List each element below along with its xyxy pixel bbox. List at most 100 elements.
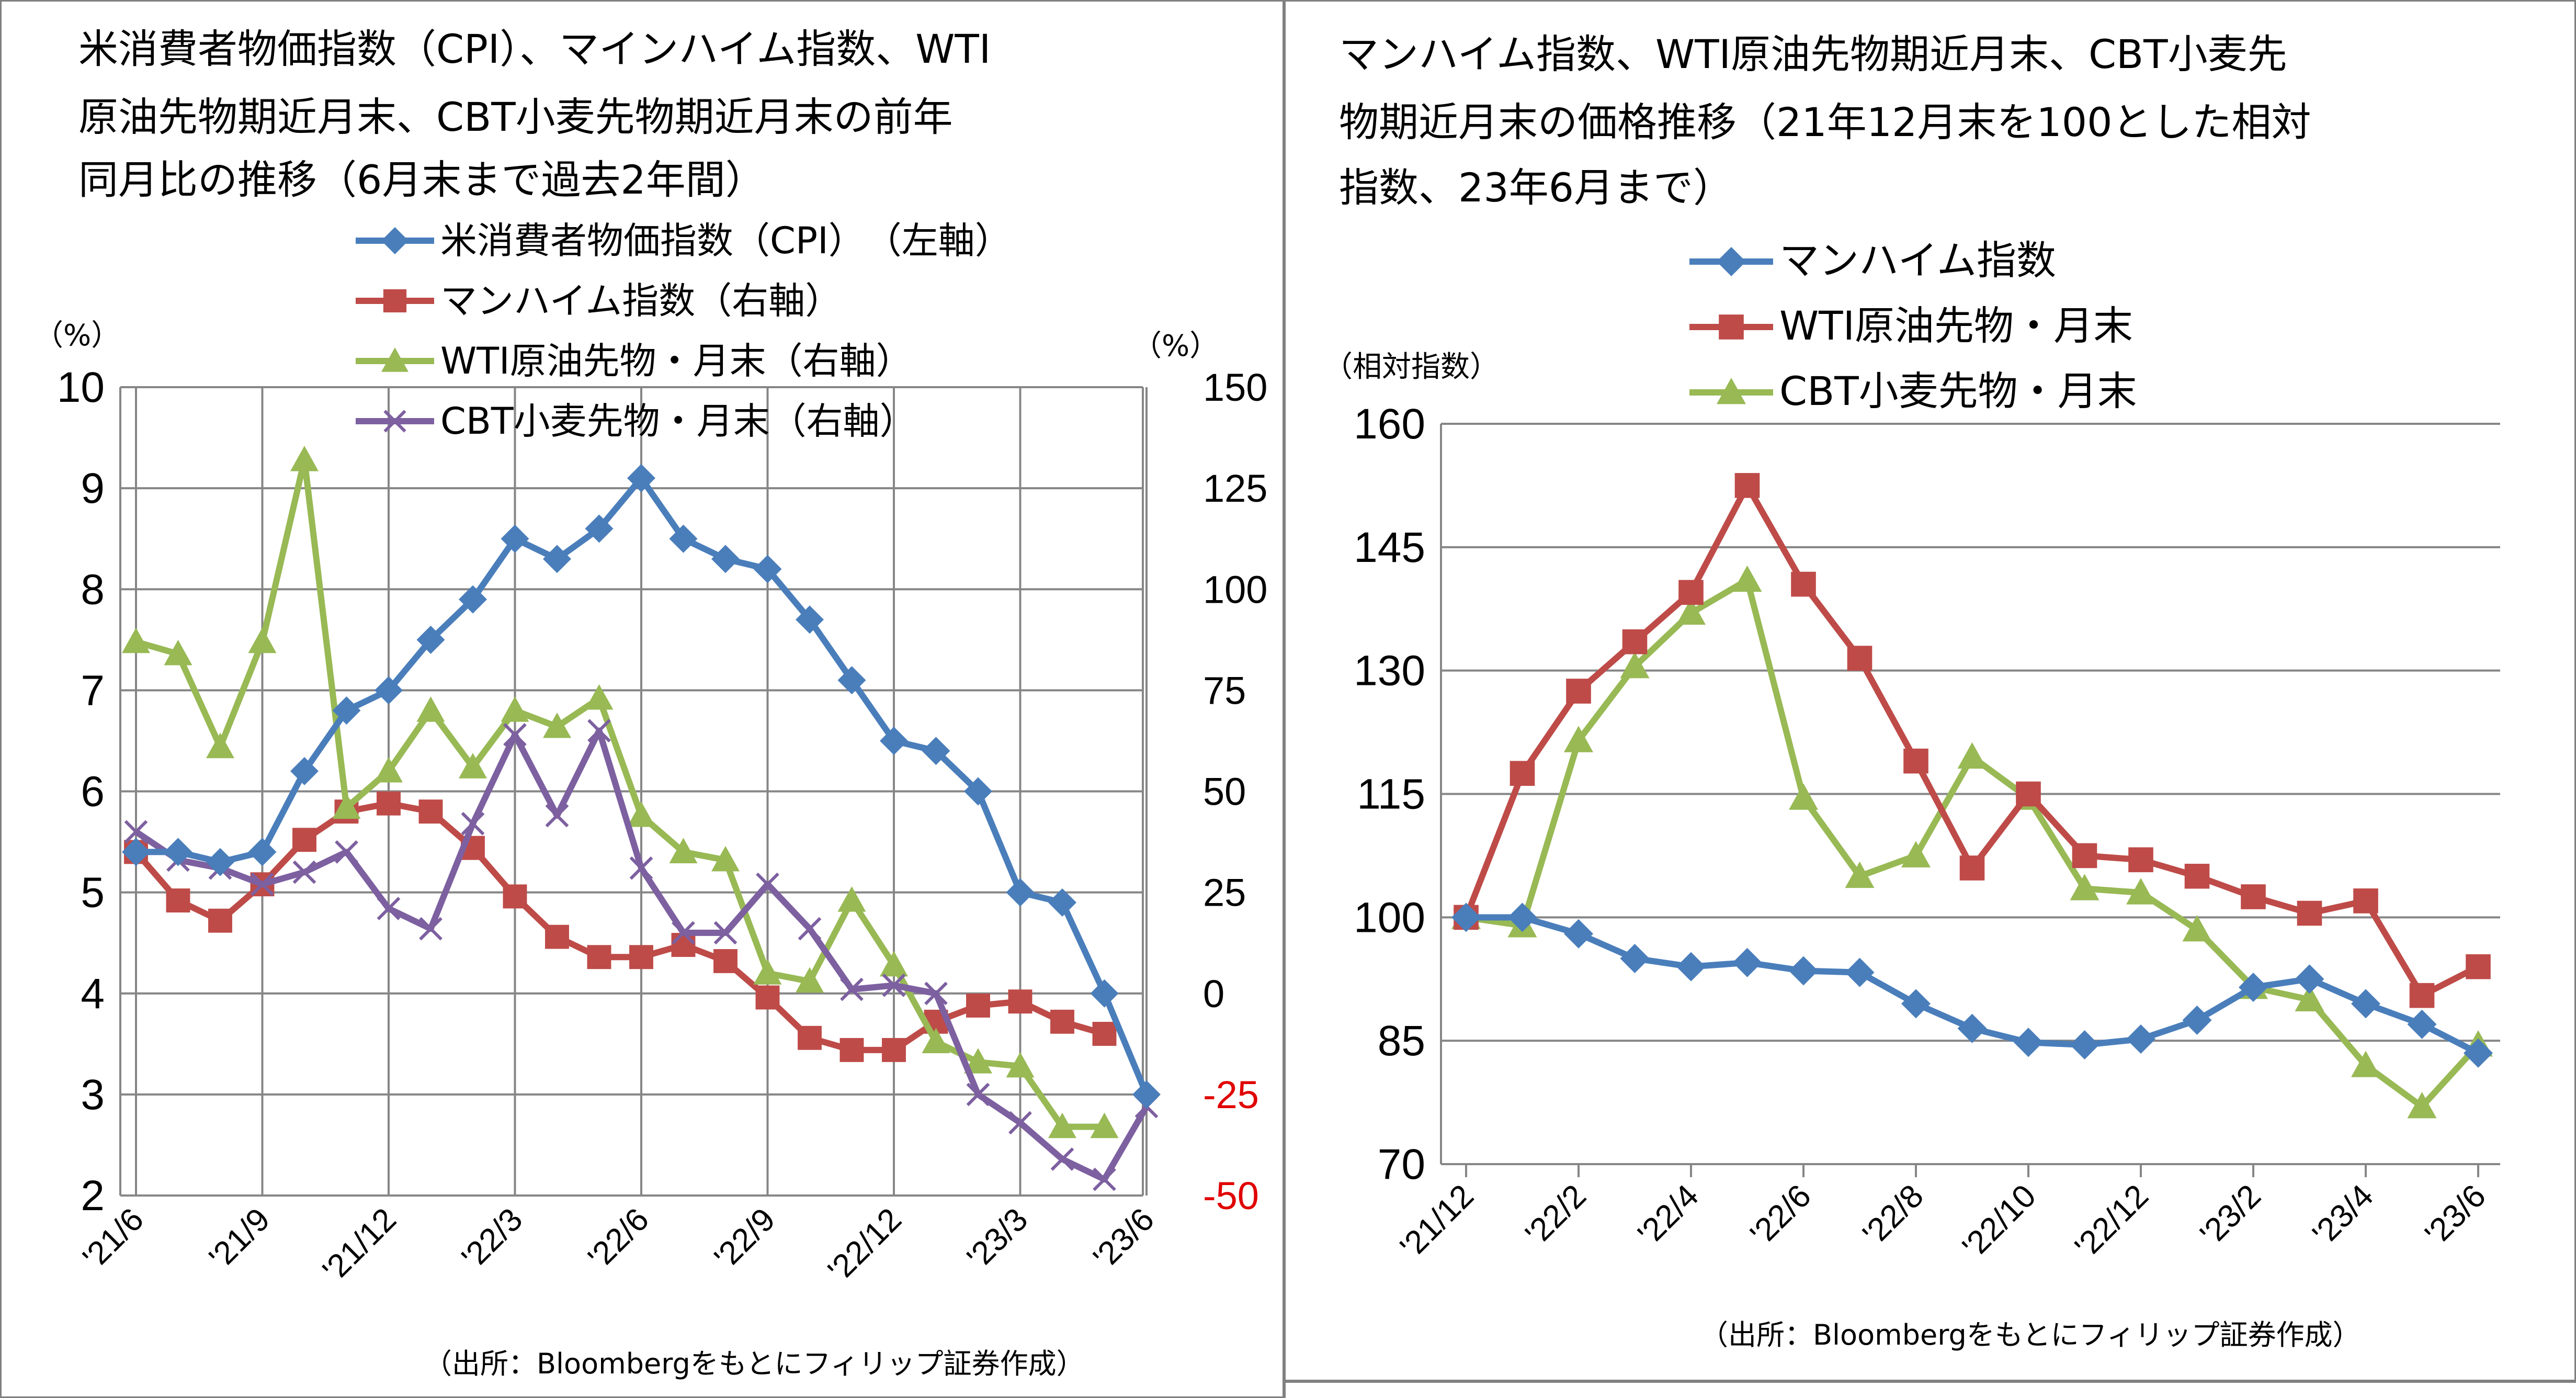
right-series-point-0 — [2239, 972, 2268, 1002]
left-series-point-1 — [966, 993, 990, 1018]
right-series-point-1 — [1622, 629, 1648, 655]
left-series-point-1 — [629, 945, 653, 969]
right-series-point-0 — [1732, 948, 1762, 977]
left-series-point-3 — [629, 856, 653, 880]
right-series-0 — [1451, 903, 2493, 1068]
right-series-point-0 — [1957, 1013, 1987, 1043]
right-title-line-1: マンハイム指数、WTI原油先物期近月末、CBT小麦先 — [1339, 31, 2287, 77]
right-series-point-0 — [1564, 919, 1593, 949]
right-series-point-2 — [1676, 598, 1706, 625]
right-series-point-2 — [2407, 1091, 2437, 1119]
left-series-point-2 — [880, 951, 908, 977]
right-series-point-0 — [2295, 964, 2324, 994]
right-series-point-2 — [2126, 878, 2155, 905]
left-series-point-0 — [332, 696, 361, 725]
left-series-point-0 — [290, 757, 319, 785]
right-series-point-0 — [2351, 989, 2380, 1019]
left-series-point-3 — [840, 977, 864, 1001]
right-series-point-0 — [2407, 1009, 2437, 1039]
left-series-point-1 — [1050, 1009, 1074, 1034]
left-series-point-3 — [587, 719, 611, 743]
left-series-point-0 — [796, 605, 824, 634]
left-series-point-0 — [627, 464, 655, 492]
left-series-point-1 — [418, 799, 443, 824]
right-series-point-0 — [1676, 952, 1706, 982]
left-series-point-3 — [251, 872, 274, 896]
left-legend-marker-1 — [383, 289, 407, 313]
right-legend-marker-0 — [1717, 247, 1746, 276]
left-ytick-left: 9 — [81, 465, 105, 512]
left-series-point-0 — [1048, 888, 1076, 917]
left-series-point-2 — [627, 801, 655, 827]
left-series-point-0 — [1090, 979, 1119, 1008]
left-series-point-2 — [711, 845, 740, 872]
right-series-point-1 — [2072, 843, 2097, 869]
left-series-point-1 — [839, 1038, 864, 1062]
left-series-point-1 — [1092, 1022, 1117, 1046]
left-legend-label-2: WTI原油先物・月末（右軸） — [440, 340, 913, 382]
right-series-point-2 — [1620, 651, 1650, 679]
left-legend-marker-0 — [381, 227, 408, 254]
left-series-point-1 — [292, 828, 316, 852]
left-series-point-0 — [416, 625, 445, 654]
left-series-point-2 — [248, 627, 277, 653]
right-series-point-1 — [2297, 900, 2322, 926]
right-series-point-0 — [2126, 1024, 2155, 1054]
right-legend: マンハイム指数 WTI原油先物・月末 CBT小麦先物・月末 — [1689, 237, 2137, 414]
left-series-point-3 — [756, 872, 779, 896]
right-ytick: 115 — [1357, 771, 1425, 818]
right-series-point-1 — [1734, 473, 1760, 498]
left-series-point-2 — [585, 684, 614, 710]
left-series-point-3 — [545, 804, 569, 828]
right-series-point-1 — [1903, 748, 1928, 774]
left-series-2 — [122, 446, 1119, 1138]
right-series-point-0 — [2014, 1028, 2043, 1057]
left-series-point-1 — [713, 949, 737, 973]
left-ytick-left: 4 — [81, 970, 105, 1018]
left-series-point-2 — [1006, 1052, 1035, 1078]
right-series-point-0 — [2070, 1030, 2100, 1060]
left-series-point-3 — [966, 1083, 990, 1107]
right-series-point-1 — [2466, 954, 2491, 979]
left-ytick-left: 3 — [81, 1071, 105, 1119]
right-ytick: 130 — [1354, 647, 1425, 695]
right-series-point-2 — [1732, 565, 1762, 592]
left-series-point-2 — [1090, 1112, 1119, 1138]
right-series-point-2 — [1901, 841, 1931, 867]
left-series-point-1 — [503, 884, 527, 909]
left-series-point-0 — [585, 514, 614, 543]
right-legend-label-2: CBT小麦先物・月末 — [1779, 368, 2137, 414]
right-legend-label-0: マンハイム指数 — [1779, 237, 2056, 284]
left-ytick-left: 10 — [57, 364, 105, 411]
right-y-unit: （相対指数） — [1323, 350, 1499, 384]
right-series-2 — [1451, 565, 2493, 1119]
left-series-point-0 — [501, 524, 529, 553]
left-series-point-2 — [543, 712, 571, 738]
right-series-point-2 — [2351, 1051, 2380, 1077]
left-ytick-right: 150 — [1203, 366, 1267, 409]
left-series-point-0 — [164, 838, 192, 866]
right-series-point-1 — [1847, 646, 1873, 671]
left-title-line-3: 同月比の推移（6月末まで過去2年間） — [78, 156, 765, 203]
left-ytick-right: 0 — [1203, 972, 1224, 1016]
left-legend-marker-2 — [381, 347, 408, 372]
right-legend-marker-2 — [1717, 378, 1746, 404]
right-title-line-3: 指数、23年6月まで） — [1339, 164, 1733, 211]
left-ytick-right: 25 — [1203, 871, 1246, 915]
left-series-point-2 — [416, 696, 445, 722]
left-series-point-2 — [501, 696, 529, 722]
right-series-point-0 — [2182, 1005, 2212, 1035]
left-series-point-1 — [1008, 989, 1032, 1014]
left-series-point-3 — [672, 921, 695, 945]
left-ytick-left: 2 — [81, 1172, 105, 1220]
left-series-point-0 — [122, 838, 150, 866]
right-series-point-1 — [1791, 571, 1816, 597]
right-series-point-2 — [2182, 915, 2212, 942]
left-series-point-3 — [335, 840, 358, 864]
right-series-point-1 — [1510, 761, 1535, 786]
left-series-point-2 — [922, 1028, 950, 1054]
right-ytick: 70 — [1378, 1141, 1425, 1188]
left-series-point-0 — [837, 666, 866, 695]
right-series-point-2 — [2295, 985, 2324, 1011]
left-series-point-0 — [753, 555, 782, 583]
